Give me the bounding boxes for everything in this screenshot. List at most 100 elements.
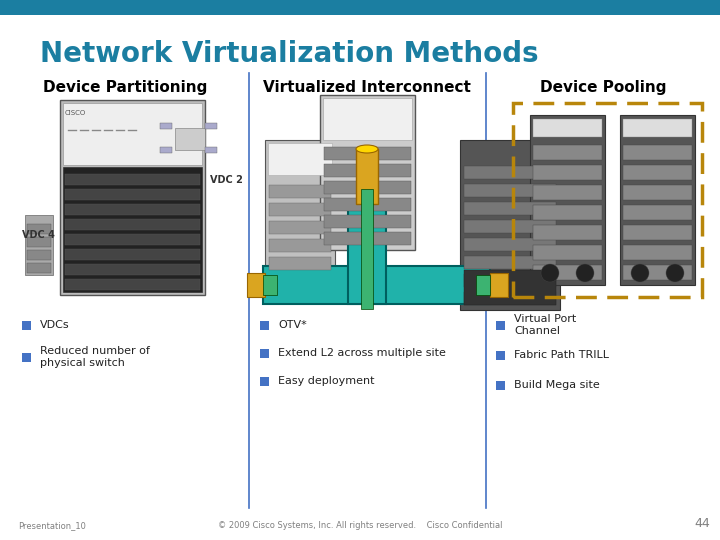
Bar xyxy=(476,275,490,295)
Bar xyxy=(25,215,53,275)
Bar xyxy=(263,275,277,295)
Bar xyxy=(623,145,692,160)
Text: OTV*: OTV* xyxy=(278,320,307,330)
Bar xyxy=(269,203,331,216)
Bar xyxy=(175,128,205,150)
Bar xyxy=(356,149,378,204)
Bar xyxy=(63,167,202,292)
Bar xyxy=(623,119,692,137)
Bar xyxy=(260,349,269,358)
Bar xyxy=(60,100,205,295)
Bar xyxy=(27,237,51,247)
Bar xyxy=(324,181,411,194)
Bar xyxy=(324,164,411,177)
Bar xyxy=(65,204,200,215)
Bar xyxy=(530,115,605,285)
Bar xyxy=(65,264,200,275)
Bar xyxy=(496,381,505,390)
Ellipse shape xyxy=(576,264,594,282)
Bar xyxy=(65,174,200,185)
Text: Reduced number of
physical switch: Reduced number of physical switch xyxy=(40,346,150,368)
Bar xyxy=(263,266,490,304)
Bar xyxy=(65,219,200,230)
Bar xyxy=(623,165,692,180)
Bar xyxy=(260,321,269,330)
Bar xyxy=(533,165,602,180)
Bar xyxy=(160,123,172,129)
Bar xyxy=(533,225,602,240)
Text: CISCO: CISCO xyxy=(65,110,86,116)
Text: VDC 2: VDC 2 xyxy=(210,175,243,185)
Ellipse shape xyxy=(631,264,649,282)
Bar xyxy=(65,279,200,290)
Bar xyxy=(265,140,335,275)
Ellipse shape xyxy=(356,145,378,153)
Bar xyxy=(623,265,692,280)
Text: Extend L2 across multiple site: Extend L2 across multiple site xyxy=(278,348,446,358)
Bar xyxy=(623,225,692,240)
Bar xyxy=(464,166,556,179)
Bar xyxy=(361,189,373,309)
Bar xyxy=(464,184,556,197)
Bar xyxy=(323,98,412,140)
Bar xyxy=(27,250,51,260)
Bar xyxy=(324,147,411,160)
Bar xyxy=(533,245,602,260)
Bar xyxy=(22,321,31,330)
Bar xyxy=(623,185,692,200)
Bar xyxy=(464,256,556,269)
Bar xyxy=(620,115,695,285)
Bar xyxy=(324,215,411,228)
Ellipse shape xyxy=(666,264,684,282)
Bar xyxy=(65,189,200,200)
Bar xyxy=(0,0,720,15)
Bar xyxy=(324,232,411,245)
Ellipse shape xyxy=(541,264,559,282)
Bar xyxy=(496,351,505,360)
Bar xyxy=(269,185,331,198)
Bar xyxy=(464,274,556,287)
Bar xyxy=(269,221,331,234)
Text: Virtual Port
Channel: Virtual Port Channel xyxy=(514,314,576,336)
Bar xyxy=(27,224,51,234)
Bar xyxy=(533,145,602,160)
Bar xyxy=(533,185,602,200)
Bar xyxy=(348,204,386,304)
Bar xyxy=(160,147,172,153)
Text: VDC 4: VDC 4 xyxy=(22,230,55,240)
Text: Virtualized Interconnect: Virtualized Interconnect xyxy=(263,80,471,95)
Bar xyxy=(460,140,560,310)
Text: Device Pooling: Device Pooling xyxy=(540,80,666,95)
Bar xyxy=(533,119,602,137)
Bar xyxy=(63,103,202,165)
Bar xyxy=(464,238,556,251)
Bar xyxy=(65,249,200,260)
Text: Easy deployment: Easy deployment xyxy=(278,376,374,386)
Bar xyxy=(268,143,332,175)
Bar xyxy=(464,202,556,215)
Bar xyxy=(623,245,692,260)
Text: 44: 44 xyxy=(694,517,710,530)
Bar xyxy=(623,205,692,220)
Text: © 2009 Cisco Systems, Inc. All rights reserved.    Cisco Confidential: © 2009 Cisco Systems, Inc. All rights re… xyxy=(217,521,503,530)
Bar xyxy=(205,147,217,153)
Bar xyxy=(247,273,265,297)
Bar xyxy=(464,270,556,305)
Bar xyxy=(65,234,200,245)
Bar xyxy=(260,377,269,386)
Bar xyxy=(27,263,51,273)
Bar xyxy=(533,265,602,280)
Bar xyxy=(320,95,415,250)
Bar xyxy=(205,123,217,129)
Bar xyxy=(269,257,331,270)
Bar xyxy=(464,292,556,305)
Bar xyxy=(490,273,508,297)
Text: Build Mega site: Build Mega site xyxy=(514,380,600,390)
Bar xyxy=(324,198,411,211)
Bar xyxy=(533,205,602,220)
Text: Network Virtualization Methods: Network Virtualization Methods xyxy=(40,40,539,68)
Text: Fabric Path TRILL: Fabric Path TRILL xyxy=(514,350,609,360)
Bar xyxy=(496,321,505,330)
Bar xyxy=(269,239,331,252)
Text: Presentation_10: Presentation_10 xyxy=(18,521,86,530)
